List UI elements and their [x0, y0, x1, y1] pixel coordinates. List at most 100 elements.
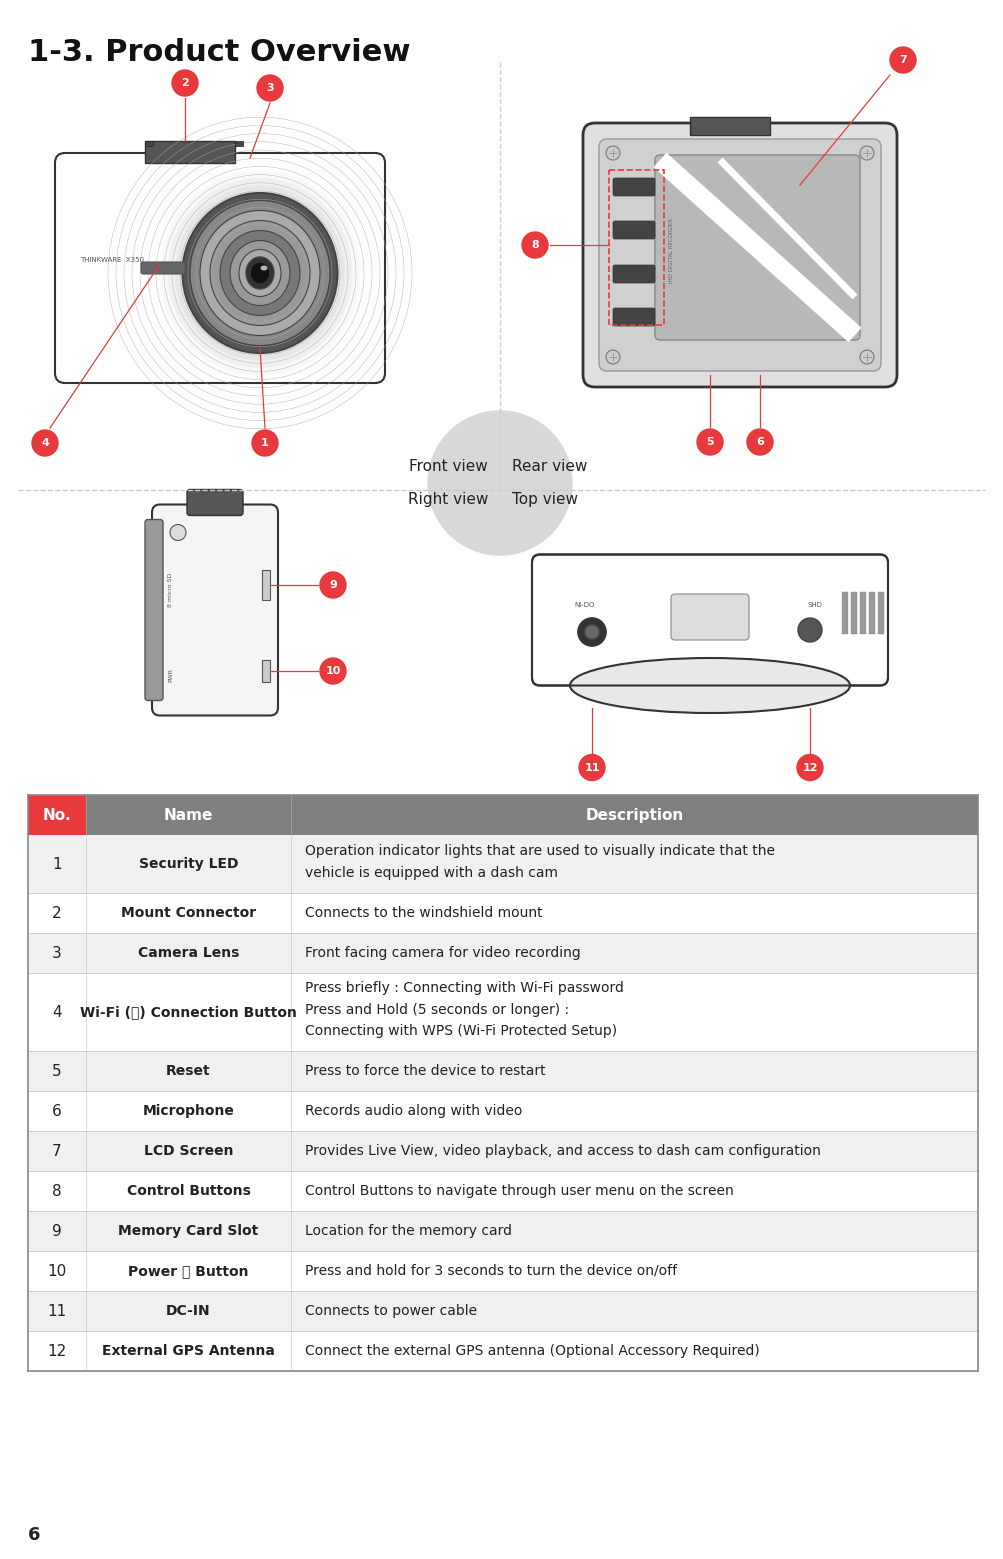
Bar	[869, 592, 875, 635]
Text: 6: 6	[755, 437, 763, 447]
Circle shape	[606, 351, 620, 363]
Text: 12: 12	[47, 1344, 66, 1358]
Bar	[851, 592, 857, 635]
Text: Rear view: Rear view	[512, 458, 587, 474]
Bar	[144, 140, 152, 147]
FancyBboxPatch shape	[583, 123, 896, 387]
FancyBboxPatch shape	[599, 139, 880, 371]
Text: Press to force the device to restart: Press to force the device to restart	[305, 1063, 545, 1077]
Circle shape	[860, 147, 874, 161]
Bar	[28, 1331, 977, 1370]
Ellipse shape	[168, 178, 352, 368]
Text: 1-3. Product Overview: 1-3. Product Overview	[28, 37, 410, 67]
Bar	[28, 836, 977, 893]
Text: 4: 4	[52, 1004, 62, 1020]
Circle shape	[32, 430, 58, 455]
Ellipse shape	[210, 220, 310, 326]
Bar	[28, 1250, 977, 1291]
Text: Location for the memory card: Location for the memory card	[305, 1224, 512, 1238]
Bar	[28, 1130, 977, 1171]
Text: Operation indicator lights that are used to visually indicate that the: Operation indicator lights that are used…	[305, 843, 774, 857]
Bar	[28, 1291, 977, 1331]
Bar	[235, 140, 243, 147]
Ellipse shape	[251, 263, 269, 284]
Circle shape	[606, 147, 620, 161]
Bar	[878, 592, 883, 635]
Circle shape	[797, 617, 821, 642]
Bar	[689, 117, 769, 136]
Text: Security LED: Security LED	[138, 857, 238, 871]
Text: Power ⏻ Button: Power ⏻ Button	[128, 1264, 249, 1278]
Text: Provides Live View, video playback, and access to dash cam configuration: Provides Live View, video playback, and …	[305, 1144, 820, 1158]
FancyBboxPatch shape	[55, 153, 384, 384]
Text: 3: 3	[52, 945, 62, 960]
Circle shape	[889, 47, 915, 73]
Circle shape	[796, 755, 822, 781]
Text: Description: Description	[585, 808, 683, 823]
Bar	[28, 973, 977, 1051]
Circle shape	[320, 658, 346, 684]
Bar	[860, 592, 866, 635]
Bar	[144, 140, 235, 164]
Text: PWR: PWR	[168, 667, 173, 681]
Text: Press briefly : Connecting with Wi-Fi password: Press briefly : Connecting with Wi-Fi pa…	[305, 981, 623, 995]
Text: 8 micro SD: 8 micro SD	[168, 572, 173, 606]
Text: 1: 1	[52, 856, 62, 871]
Text: 4: 4	[41, 438, 49, 447]
Text: No.: No.	[42, 808, 71, 823]
Circle shape	[746, 429, 772, 455]
Text: NI-DO: NI-DO	[575, 602, 595, 608]
Text: THINKWARE  X350: THINKWARE X350	[80, 257, 143, 263]
Bar	[28, 1051, 977, 1091]
Bar	[28, 795, 977, 836]
Text: 2: 2	[181, 78, 189, 87]
Circle shape	[578, 617, 606, 645]
FancyBboxPatch shape	[613, 221, 654, 239]
Bar	[545, 563, 875, 628]
Text: 2: 2	[52, 906, 62, 920]
FancyBboxPatch shape	[670, 594, 748, 641]
Text: Mount Connector: Mount Connector	[120, 906, 256, 920]
Text: External GPS Antenna: External GPS Antenna	[102, 1344, 275, 1358]
Circle shape	[252, 430, 278, 455]
Ellipse shape	[260, 265, 267, 271]
Text: 7: 7	[899, 55, 906, 65]
Circle shape	[696, 429, 722, 455]
Bar	[609, 170, 663, 324]
Ellipse shape	[175, 186, 345, 360]
Text: 3: 3	[266, 83, 274, 94]
Circle shape	[172, 70, 198, 97]
Text: DC-IN: DC-IN	[166, 1303, 211, 1317]
Text: LCD Screen: LCD Screen	[143, 1144, 233, 1158]
Text: 9: 9	[52, 1224, 62, 1238]
FancyBboxPatch shape	[613, 265, 654, 284]
Text: Reset: Reset	[166, 1063, 211, 1077]
FancyBboxPatch shape	[654, 154, 860, 340]
Text: Right view: Right view	[407, 493, 487, 507]
Text: 8: 8	[531, 240, 539, 249]
Bar	[842, 592, 848, 635]
FancyBboxPatch shape	[140, 262, 185, 274]
Circle shape	[522, 232, 548, 257]
Text: Connects to power cable: Connects to power cable	[305, 1303, 476, 1317]
Ellipse shape	[159, 170, 360, 376]
Ellipse shape	[183, 193, 337, 352]
Text: SHD: SHD	[806, 602, 821, 608]
Text: 5: 5	[52, 1063, 62, 1079]
Text: 7: 7	[52, 1143, 62, 1158]
Bar	[28, 893, 977, 932]
Text: 8: 8	[52, 1183, 62, 1199]
Text: Name: Name	[163, 808, 213, 823]
Text: Press and Hold (5 seconds or longer) :: Press and Hold (5 seconds or longer) :	[305, 1002, 569, 1016]
Circle shape	[427, 412, 572, 555]
Bar	[28, 1091, 977, 1130]
Text: Connects to the windshield mount: Connects to the windshield mount	[305, 906, 542, 920]
Text: Top view: Top view	[512, 493, 578, 507]
FancyBboxPatch shape	[151, 505, 278, 716]
FancyBboxPatch shape	[144, 519, 162, 700]
Text: 11: 11	[584, 762, 599, 773]
Text: vehicle is equipped with a dash cam: vehicle is equipped with a dash cam	[305, 865, 558, 879]
Text: Wi-Fi (⌳) Connection Button: Wi-Fi (⌳) Connection Button	[80, 1006, 297, 1020]
FancyBboxPatch shape	[613, 178, 654, 196]
Text: 5: 5	[705, 437, 713, 447]
